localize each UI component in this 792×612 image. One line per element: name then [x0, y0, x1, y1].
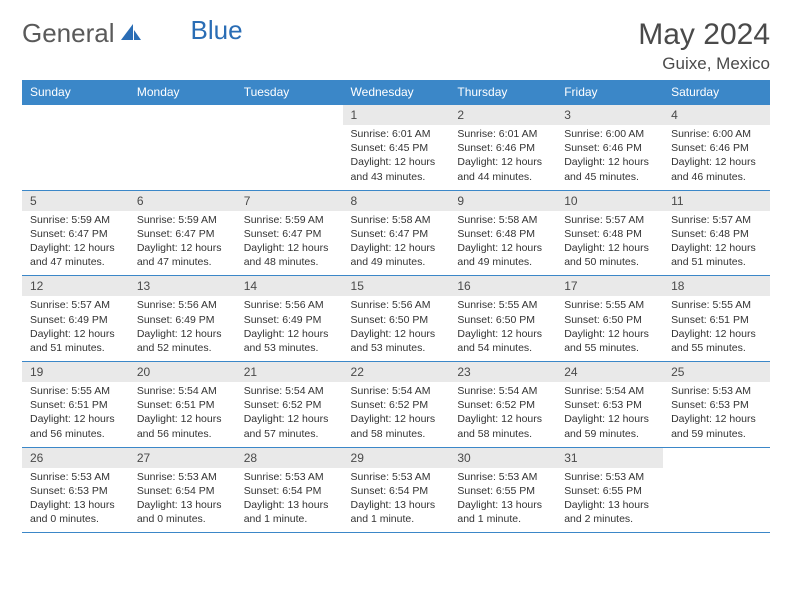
day-content-cell: Sunrise: 5:57 AMSunset: 6:48 PMDaylight:… [556, 211, 663, 276]
day-number-cell: 14 [236, 276, 343, 297]
day-content-cell: Sunrise: 5:55 AMSunset: 6:51 PMDaylight:… [22, 382, 129, 447]
weekday-header: Monday [129, 80, 236, 105]
day-content-row: Sunrise: 6:01 AMSunset: 6:45 PMDaylight:… [22, 125, 770, 190]
day-content-cell: Sunrise: 5:56 AMSunset: 6:49 PMDaylight:… [129, 296, 236, 361]
day-number-cell [129, 105, 236, 126]
day-content-cell: Sunrise: 6:01 AMSunset: 6:45 PMDaylight:… [343, 125, 450, 190]
day-content-cell: Sunrise: 5:54 AMSunset: 6:52 PMDaylight:… [236, 382, 343, 447]
day-content-cell: Sunrise: 5:57 AMSunset: 6:48 PMDaylight:… [663, 211, 770, 276]
day-number-cell: 6 [129, 190, 236, 211]
day-content-cell [663, 468, 770, 533]
day-number-cell: 7 [236, 190, 343, 211]
day-number-cell: 27 [129, 447, 236, 468]
day-number-cell: 5 [22, 190, 129, 211]
day-content-cell: Sunrise: 5:54 AMSunset: 6:52 PMDaylight:… [449, 382, 556, 447]
day-number-cell [22, 105, 129, 126]
month-title: May 2024 [638, 18, 770, 52]
weekday-header: Saturday [663, 80, 770, 105]
day-content-cell: Sunrise: 5:55 AMSunset: 6:50 PMDaylight:… [449, 296, 556, 361]
weekday-header: Thursday [449, 80, 556, 105]
day-number-cell: 11 [663, 190, 770, 211]
location: Guixe, Mexico [638, 54, 770, 74]
day-number-cell: 22 [343, 362, 450, 383]
day-number-cell: 16 [449, 276, 556, 297]
day-content-row: Sunrise: 5:55 AMSunset: 6:51 PMDaylight:… [22, 382, 770, 447]
day-content-cell: Sunrise: 5:55 AMSunset: 6:51 PMDaylight:… [663, 296, 770, 361]
weekday-header: Tuesday [236, 80, 343, 105]
day-number-cell: 21 [236, 362, 343, 383]
day-number-cell: 3 [556, 105, 663, 126]
day-content-cell: Sunrise: 6:00 AMSunset: 6:46 PMDaylight:… [663, 125, 770, 190]
day-content-row: Sunrise: 5:57 AMSunset: 6:49 PMDaylight:… [22, 296, 770, 361]
day-content-cell: Sunrise: 5:56 AMSunset: 6:49 PMDaylight:… [236, 296, 343, 361]
day-number-cell: 15 [343, 276, 450, 297]
header: General Blue May 2024 Guixe, Mexico [22, 18, 770, 74]
day-content-cell: Sunrise: 5:56 AMSunset: 6:50 PMDaylight:… [343, 296, 450, 361]
day-content-cell: Sunrise: 5:58 AMSunset: 6:47 PMDaylight:… [343, 211, 450, 276]
day-number-cell: 30 [449, 447, 556, 468]
weekday-header: Sunday [22, 80, 129, 105]
day-content-row: Sunrise: 5:59 AMSunset: 6:47 PMDaylight:… [22, 211, 770, 276]
daynum-row: 262728293031 [22, 447, 770, 468]
day-number-cell: 13 [129, 276, 236, 297]
weekday-header-row: Sunday Monday Tuesday Wednesday Thursday… [22, 80, 770, 105]
day-content-cell: Sunrise: 5:53 AMSunset: 6:55 PMDaylight:… [449, 468, 556, 533]
day-content-row: Sunrise: 5:53 AMSunset: 6:53 PMDaylight:… [22, 468, 770, 533]
calendar-table: Sunday Monday Tuesday Wednesday Thursday… [22, 80, 770, 533]
day-number-cell: 17 [556, 276, 663, 297]
logo-text-general: General [22, 18, 115, 49]
day-content-cell [129, 125, 236, 190]
daynum-row: 567891011 [22, 190, 770, 211]
day-number-cell: 28 [236, 447, 343, 468]
day-content-cell: Sunrise: 5:54 AMSunset: 6:53 PMDaylight:… [556, 382, 663, 447]
logo: General Blue [22, 18, 243, 49]
day-number-cell: 29 [343, 447, 450, 468]
day-number-cell: 4 [663, 105, 770, 126]
daynum-row: 1234 [22, 105, 770, 126]
day-content-cell: Sunrise: 5:53 AMSunset: 6:54 PMDaylight:… [343, 468, 450, 533]
day-number-cell: 20 [129, 362, 236, 383]
day-number-cell: 2 [449, 105, 556, 126]
day-number-cell: 26 [22, 447, 129, 468]
day-content-cell: Sunrise: 5:53 AMSunset: 6:55 PMDaylight:… [556, 468, 663, 533]
day-content-cell: Sunrise: 5:58 AMSunset: 6:48 PMDaylight:… [449, 211, 556, 276]
day-number-cell: 1 [343, 105, 450, 126]
title-block: May 2024 Guixe, Mexico [638, 18, 770, 74]
day-content-cell: Sunrise: 6:01 AMSunset: 6:46 PMDaylight:… [449, 125, 556, 190]
day-number-cell: 24 [556, 362, 663, 383]
day-number-cell: 25 [663, 362, 770, 383]
day-content-cell: Sunrise: 5:53 AMSunset: 6:53 PMDaylight:… [22, 468, 129, 533]
day-content-cell: Sunrise: 5:53 AMSunset: 6:54 PMDaylight:… [129, 468, 236, 533]
day-content-cell: Sunrise: 5:53 AMSunset: 6:54 PMDaylight:… [236, 468, 343, 533]
daynum-row: 19202122232425 [22, 362, 770, 383]
daynum-row: 12131415161718 [22, 276, 770, 297]
day-number-cell: 31 [556, 447, 663, 468]
day-number-cell: 23 [449, 362, 556, 383]
weekday-header: Friday [556, 80, 663, 105]
day-content-cell: Sunrise: 5:55 AMSunset: 6:50 PMDaylight:… [556, 296, 663, 361]
day-number-cell: 8 [343, 190, 450, 211]
day-number-cell: 19 [22, 362, 129, 383]
day-content-cell: Sunrise: 5:57 AMSunset: 6:49 PMDaylight:… [22, 296, 129, 361]
day-content-cell: Sunrise: 5:59 AMSunset: 6:47 PMDaylight:… [236, 211, 343, 276]
day-number-cell: 10 [556, 190, 663, 211]
day-number-cell: 12 [22, 276, 129, 297]
day-content-cell [22, 125, 129, 190]
day-content-cell: Sunrise: 5:53 AMSunset: 6:53 PMDaylight:… [663, 382, 770, 447]
day-content-cell: Sunrise: 5:59 AMSunset: 6:47 PMDaylight:… [129, 211, 236, 276]
logo-sail-icon [119, 22, 143, 47]
logo-text-blue: Blue [191, 15, 243, 46]
day-content-cell: Sunrise: 6:00 AMSunset: 6:46 PMDaylight:… [556, 125, 663, 190]
day-number-cell [236, 105, 343, 126]
day-number-cell: 9 [449, 190, 556, 211]
day-content-cell: Sunrise: 5:54 AMSunset: 6:51 PMDaylight:… [129, 382, 236, 447]
day-number-cell [663, 447, 770, 468]
day-number-cell: 18 [663, 276, 770, 297]
day-content-cell [236, 125, 343, 190]
weekday-header: Wednesday [343, 80, 450, 105]
day-content-cell: Sunrise: 5:59 AMSunset: 6:47 PMDaylight:… [22, 211, 129, 276]
day-content-cell: Sunrise: 5:54 AMSunset: 6:52 PMDaylight:… [343, 382, 450, 447]
